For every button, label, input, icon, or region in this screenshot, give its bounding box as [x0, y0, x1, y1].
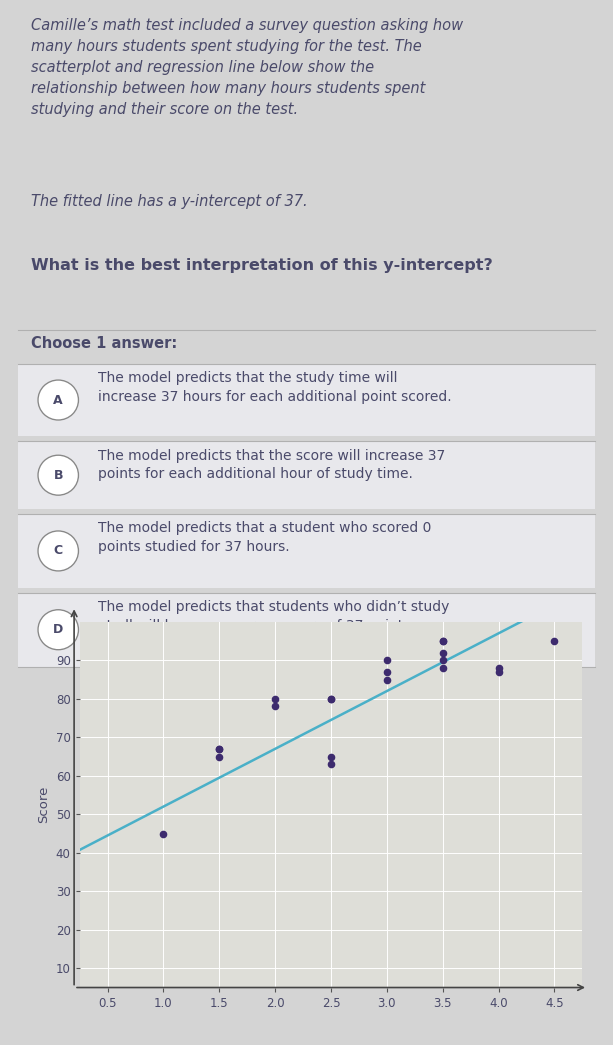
Text: The fitted line has a y-intercept of 37.: The fitted line has a y-intercept of 37. [31, 194, 307, 209]
Point [215, 748, 224, 765]
Text: The model predicts that the score will increase 37
points for each additional ho: The model predicts that the score will i… [98, 448, 445, 482]
Circle shape [38, 531, 78, 571]
Point [438, 644, 447, 660]
Point [215, 741, 224, 758]
Point [549, 632, 559, 649]
Point [382, 664, 392, 680]
FancyBboxPatch shape [18, 441, 595, 509]
Point [326, 691, 336, 707]
Text: Camille’s math test included a survey question asking how
many hours students sp: Camille’s math test included a survey qu… [31, 18, 463, 117]
Point [493, 659, 503, 676]
FancyBboxPatch shape [18, 514, 595, 588]
Text: B: B [53, 468, 63, 482]
Point [493, 664, 503, 680]
Point [382, 671, 392, 688]
Point [215, 741, 224, 758]
Point [159, 826, 169, 842]
Text: The model predicts that students who didn’t study
at all will have an average sc: The model predicts that students who did… [98, 600, 449, 633]
Point [438, 632, 447, 649]
Text: D: D [53, 623, 63, 636]
FancyBboxPatch shape [18, 364, 595, 437]
Circle shape [38, 380, 78, 420]
Y-axis label: Score: Score [37, 786, 50, 823]
Text: What is the best interpretation of this y-intercept?: What is the best interpretation of this … [31, 257, 492, 273]
Circle shape [38, 456, 78, 495]
Point [438, 659, 447, 676]
Point [326, 691, 336, 707]
Point [270, 698, 280, 715]
Text: A: A [53, 394, 63, 407]
Point [326, 748, 336, 765]
Text: The model predicts that a student who scored 0
points studied for 37 hours.: The model predicts that a student who sc… [98, 521, 432, 554]
Text: The model predicts that the study time will
increase 37 hours for each additiona: The model predicts that the study time w… [98, 371, 452, 403]
Text: C: C [54, 544, 63, 557]
Point [270, 691, 280, 707]
Point [382, 652, 392, 669]
Text: Choose 1 answer:: Choose 1 answer: [31, 336, 177, 351]
Point [438, 652, 447, 669]
FancyBboxPatch shape [18, 593, 595, 667]
Point [438, 632, 447, 649]
Point [326, 756, 336, 772]
Circle shape [38, 609, 78, 650]
